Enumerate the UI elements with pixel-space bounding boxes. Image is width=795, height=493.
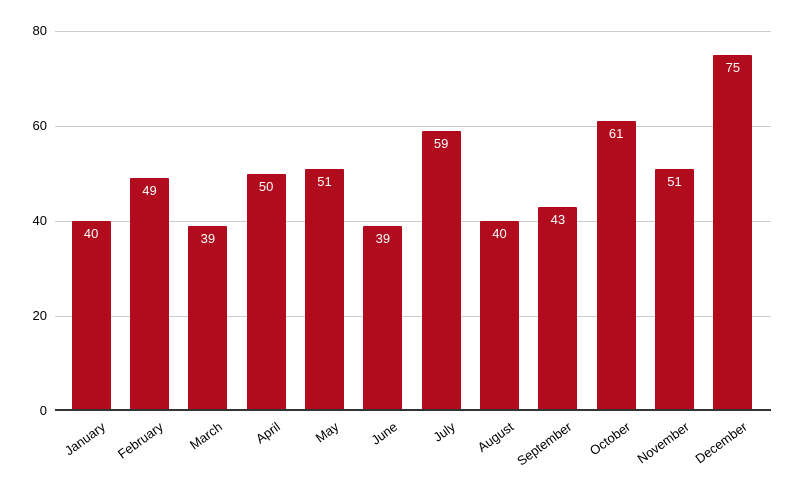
y-axis-tick-labels: 0 20 40 60 80 — [0, 23, 47, 418]
bar-value-label-september: 43 — [550, 211, 566, 227]
bars-layer: 40 49 39 50 51 39 59 40 43 61 51 75 — [62, 31, 762, 411]
gridline-80 — [55, 31, 771, 32]
x-axis-label-august: August — [474, 419, 517, 455]
x-axis-label-july: July — [430, 419, 458, 445]
bar-march: 39 — [188, 225, 228, 411]
x-axis-baseline — [55, 409, 771, 411]
x-axis-label-june: June — [368, 419, 400, 448]
gridline-20 — [55, 316, 771, 317]
x-axis-label-january: January — [61, 419, 108, 459]
bar-value-label-january: 40 — [83, 226, 99, 241]
bar-april: 50 — [246, 173, 286, 411]
bar-june: 39 — [363, 225, 403, 411]
bar-value-label-march: 39 — [200, 230, 216, 246]
x-axis-label-february: February — [115, 419, 167, 462]
plot-area — [55, 31, 771, 411]
bar-value-label-november: 51 — [667, 173, 682, 189]
y-axis-tick-label-60: 60 — [32, 118, 47, 133]
x-axis-label-november: November — [633, 419, 692, 467]
bar-december: 75 — [713, 54, 753, 411]
bar-july: 59 — [421, 130, 461, 411]
bar-october: 61 — [596, 121, 636, 411]
gridline-40 — [55, 221, 771, 222]
y-axis-tick-label-40: 40 — [32, 213, 47, 228]
x-axis-labels: January February March April May June July Augu… — [62, 419, 762, 489]
y-axis-tick-label-0: 0 — [39, 403, 47, 418]
x-axis-label-march: March — [186, 419, 225, 453]
bar-value-label-april: 50 — [258, 178, 274, 194]
bar-value-label-may: 51 — [317, 173, 332, 189]
bar-may: 51 — [305, 168, 344, 411]
bar-value-label-june: 39 — [375, 230, 391, 246]
bar-september: 43 — [538, 206, 578, 411]
bar-august: 40 — [480, 221, 519, 411]
bar-january: 40 — [71, 221, 111, 411]
bar-february: 49 — [130, 178, 169, 411]
gridline-60 — [55, 126, 771, 127]
bar-value-label-august: 40 — [492, 226, 507, 241]
x-axis-label-december: December — [692, 419, 750, 467]
x-axis-label-october: October — [586, 419, 633, 459]
x-axis-label-may: May — [312, 419, 342, 446]
bar-november: 51 — [655, 168, 694, 411]
bar-value-label-july: 59 — [433, 135, 449, 151]
y-axis-tick-label-80: 80 — [32, 23, 47, 38]
x-axis-label-april: April — [253, 419, 283, 447]
bar-value-label-december: 75 — [725, 59, 741, 75]
x-axis-label-september: September — [514, 419, 575, 469]
bar-value-label-october: 61 — [608, 126, 624, 142]
bar-value-label-february: 49 — [142, 183, 157, 199]
y-axis-tick-label-20: 20 — [32, 308, 47, 323]
